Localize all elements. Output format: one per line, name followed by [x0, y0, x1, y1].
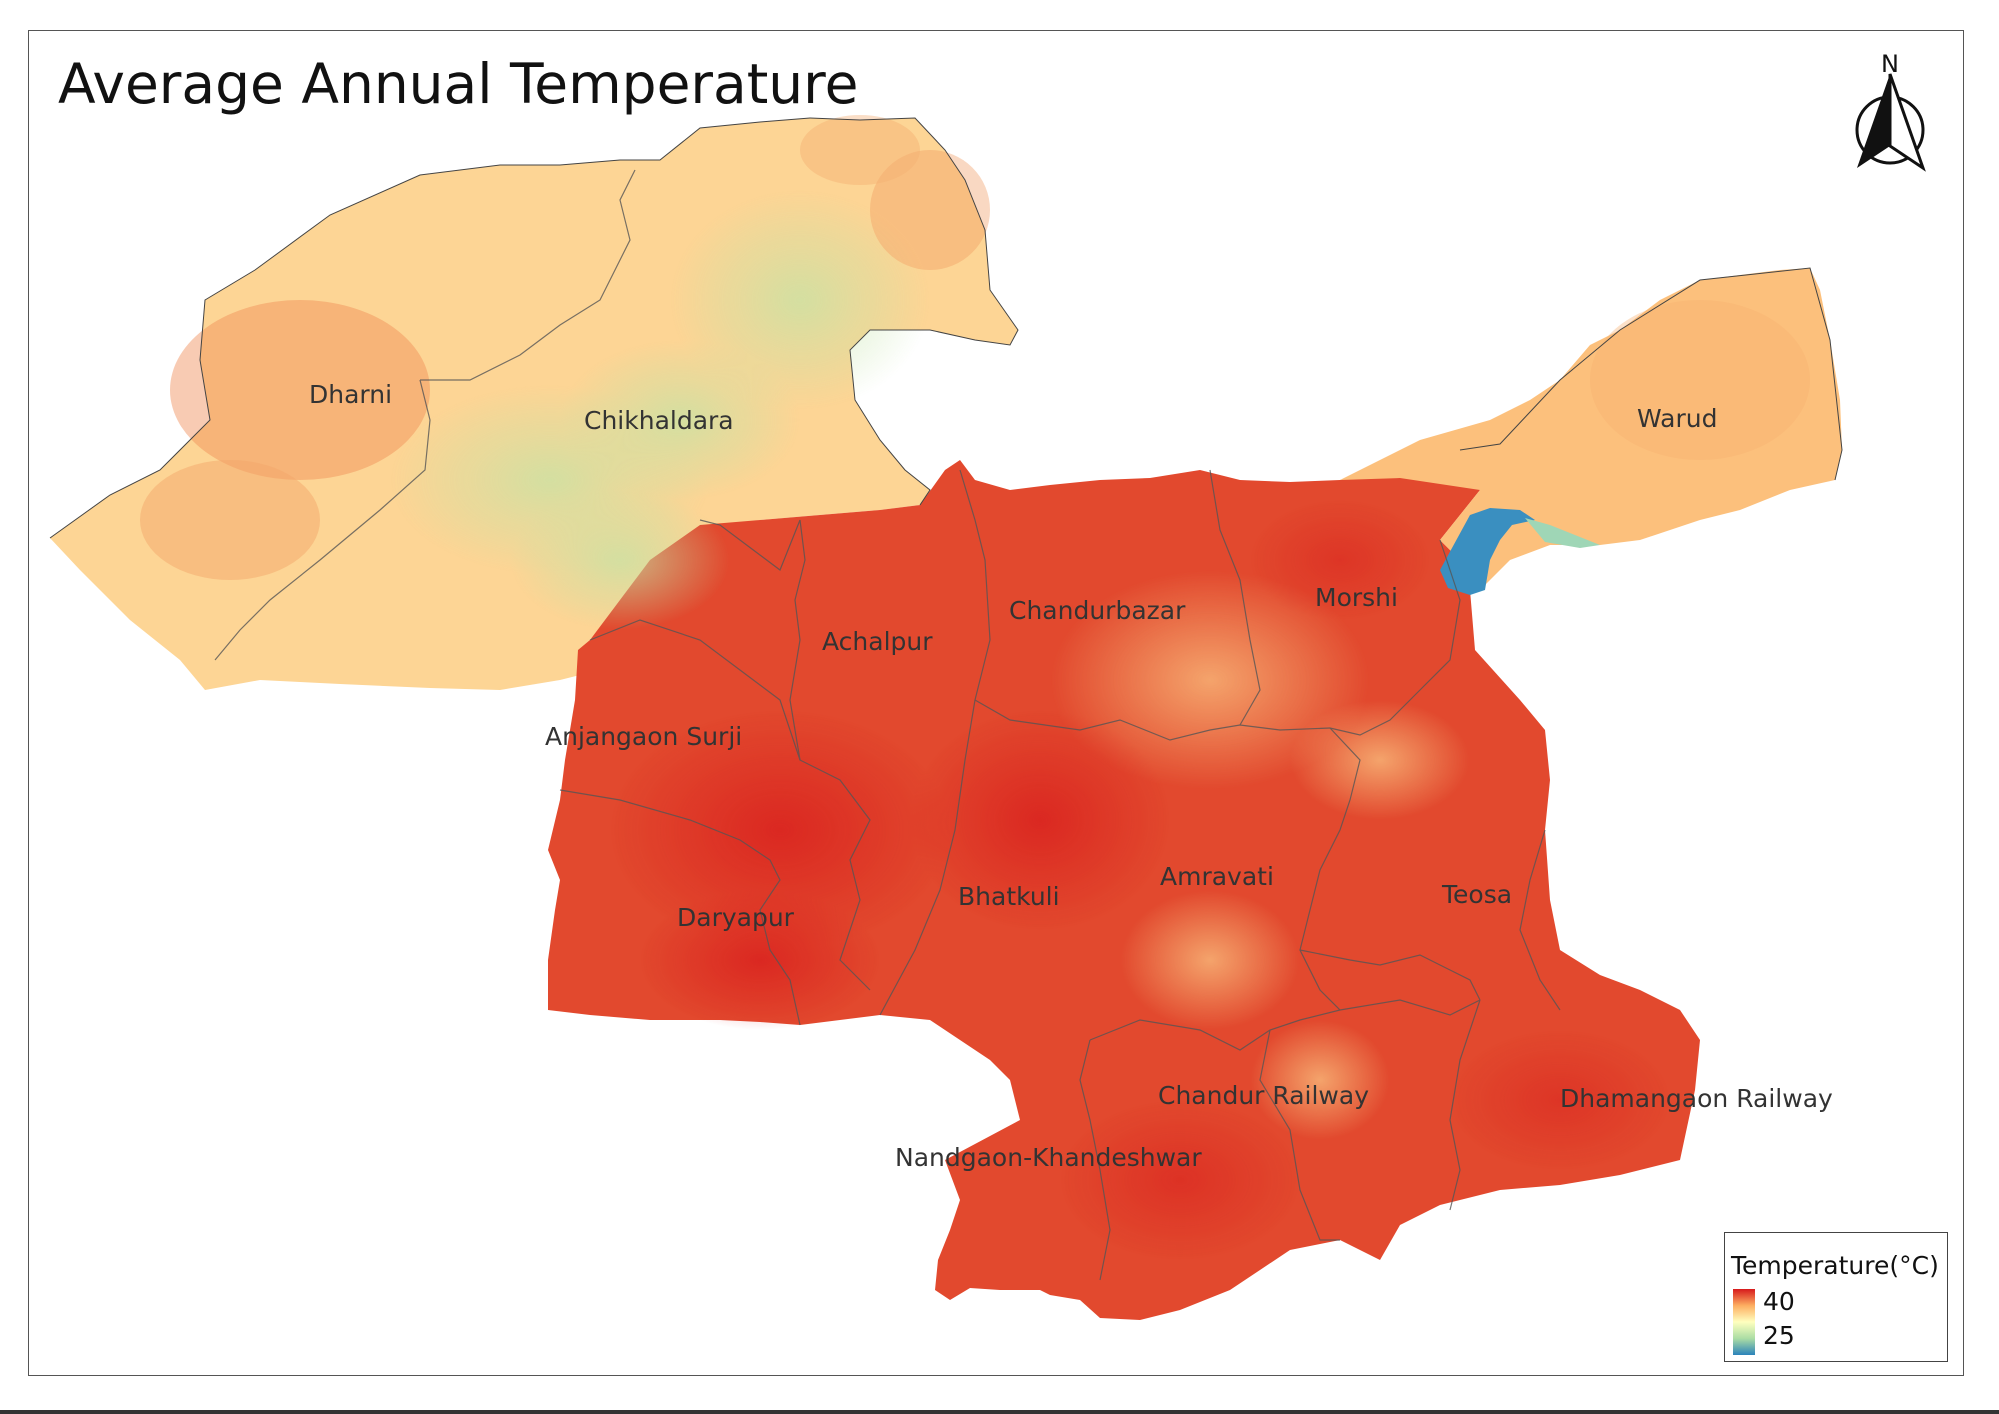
label-teosa: Teosa: [1441, 880, 1512, 909]
region-warud: [1340, 268, 1842, 590]
water-body: [1440, 508, 1535, 595]
label-morshi: Morshi: [1315, 583, 1398, 612]
label-chandur-railway: Chandur Railway: [1158, 1081, 1369, 1110]
water-edge: [1525, 518, 1600, 548]
map-title: Average Annual Temperature: [58, 52, 859, 116]
temperature-texture: [140, 115, 1810, 1260]
label-amravati: Amravati: [1160, 862, 1274, 891]
label-bhatkuli: Bhatkuli: [958, 882, 1060, 911]
label-anjangaon-surji: Anjangaon Surji: [545, 722, 742, 751]
boundary-dharni-chikhaldara: [214, 379, 431, 661]
legend-max-label: 40: [1763, 1287, 1795, 1316]
place-labels: Dharni Chikhaldara Warud Morshi Chandurb…: [309, 380, 1833, 1172]
label-achalpur: Achalpur: [822, 627, 933, 656]
label-chikhaldara: Chikhaldara: [584, 406, 734, 435]
legend-color-ramp: [1733, 1289, 1755, 1355]
legend-title: Temperature(°C): [1731, 1251, 1939, 1280]
taluka-boundaries: [214, 169, 1561, 1281]
label-dharni: Dharni: [309, 380, 392, 409]
label-daryapur: Daryapur: [677, 903, 795, 932]
bottom-border: [0, 1410, 1999, 1414]
north-label: N: [1881, 50, 1899, 78]
label-warud: Warud: [1637, 404, 1717, 433]
legend-min-label: 25: [1763, 1321, 1795, 1350]
north-arrow-icon: N: [1855, 50, 1926, 172]
label-dhamangaon-railway: Dhamangaon Railway: [1560, 1084, 1833, 1113]
district-outline: [49, 117, 1843, 539]
legend: Temperature(°C) 40 25: [1724, 1232, 1948, 1362]
label-nandgaon-khandeshwar: Nandgaon-Khandeshwar: [895, 1143, 1202, 1172]
label-chandurbazar: Chandurbazar: [1009, 596, 1186, 625]
